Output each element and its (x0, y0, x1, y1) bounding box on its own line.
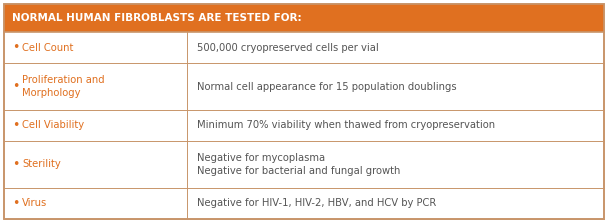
Text: Cell Count: Cell Count (22, 43, 74, 53)
Text: •: • (12, 197, 19, 210)
Text: 500,000 cryopreserved cells per vial: 500,000 cryopreserved cells per vial (197, 43, 379, 53)
Text: NORMAL HUMAN FIBROBLASTS ARE TESTED FOR:: NORMAL HUMAN FIBROBLASTS ARE TESTED FOR: (12, 13, 302, 23)
Text: Sterility: Sterility (22, 159, 61, 169)
Text: •: • (12, 119, 19, 132)
Text: •: • (12, 41, 19, 54)
Text: •: • (12, 158, 19, 171)
Text: Minimum 70% viability when thawed from cryopreservation: Minimum 70% viability when thawed from c… (197, 120, 495, 130)
Text: Normal cell appearance for 15 population doublings: Normal cell appearance for 15 population… (197, 82, 457, 92)
Text: Virus: Virus (22, 198, 47, 209)
Text: Negative for mycoplasma
Negative for bacterial and fungal growth: Negative for mycoplasma Negative for bac… (197, 153, 401, 176)
Bar (4, 4, 604, 32)
Text: •: • (12, 80, 19, 93)
Text: Proliferation and
Morphology: Proliferation and Morphology (22, 75, 105, 98)
Text: Cell Viability: Cell Viability (22, 120, 84, 130)
Text: Negative for HIV-1, HIV-2, HBV, and HCV by PCR: Negative for HIV-1, HIV-2, HBV, and HCV … (197, 198, 437, 209)
